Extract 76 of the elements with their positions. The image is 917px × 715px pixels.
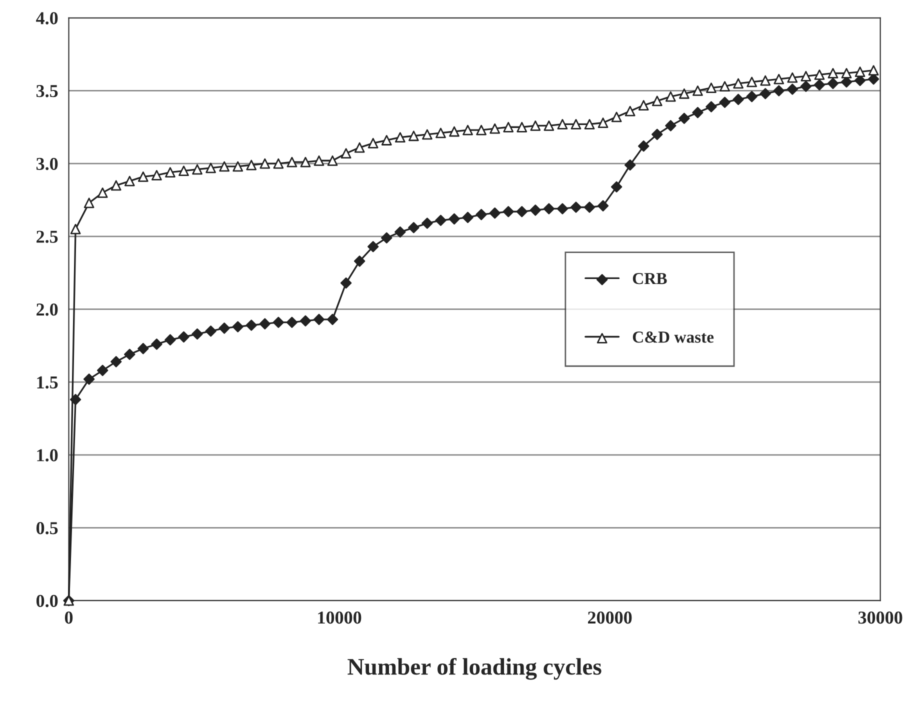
y-tick-label: 4.0 bbox=[36, 12, 58, 24]
point bbox=[624, 106, 636, 116]
point bbox=[476, 124, 487, 136]
y-tick-label: 3.0 bbox=[36, 158, 58, 170]
legend-label: C&D waste bbox=[632, 331, 714, 343]
point bbox=[124, 176, 135, 186]
point bbox=[206, 162, 216, 174]
point bbox=[354, 142, 365, 153]
y-tick-label: 3.5 bbox=[36, 85, 58, 98]
point bbox=[462, 124, 473, 136]
y-tick-label: 1.5 bbox=[37, 376, 58, 389]
point bbox=[746, 76, 758, 88]
point bbox=[706, 82, 716, 93]
point bbox=[422, 129, 432, 140]
x-tick-label: 10000 bbox=[318, 612, 362, 624]
point bbox=[584, 119, 595, 130]
point bbox=[260, 158, 270, 169]
point bbox=[246, 160, 257, 170]
point bbox=[800, 70, 812, 82]
point bbox=[97, 188, 108, 198]
point bbox=[314, 155, 324, 166]
point bbox=[273, 158, 284, 169]
point bbox=[436, 128, 446, 138]
point bbox=[300, 156, 311, 168]
point bbox=[110, 180, 122, 191]
point bbox=[774, 74, 784, 84]
point bbox=[152, 170, 162, 180]
point bbox=[854, 66, 866, 77]
legend-label: CRB bbox=[632, 272, 667, 284]
point bbox=[394, 132, 406, 143]
point bbox=[814, 69, 825, 80]
point bbox=[138, 171, 148, 182]
point bbox=[192, 164, 202, 175]
point bbox=[70, 224, 81, 234]
y-tick-label: 2.5 bbox=[36, 230, 58, 243]
point bbox=[178, 166, 189, 176]
point bbox=[340, 148, 352, 159]
point bbox=[449, 126, 460, 137]
point bbox=[232, 161, 244, 172]
point bbox=[516, 122, 528, 132]
point bbox=[286, 156, 298, 168]
point bbox=[665, 91, 676, 102]
point bbox=[787, 72, 798, 83]
y-tick-label: 0.0 bbox=[36, 594, 58, 608]
point bbox=[611, 112, 622, 122]
point bbox=[219, 161, 230, 172]
point bbox=[720, 81, 730, 92]
point bbox=[638, 100, 649, 110]
point bbox=[165, 167, 176, 178]
x-axis-title: Number of loading cycles bbox=[348, 658, 602, 680]
point bbox=[828, 68, 838, 78]
point bbox=[760, 75, 771, 86]
point bbox=[557, 119, 568, 130]
point bbox=[408, 130, 419, 142]
point bbox=[84, 198, 94, 208]
point bbox=[679, 88, 690, 99]
y-tick-label: 0.5 bbox=[36, 522, 58, 534]
x-tick-label: 30000 bbox=[858, 612, 902, 624]
point bbox=[530, 120, 541, 131]
point bbox=[692, 86, 703, 96]
point bbox=[841, 68, 852, 78]
point bbox=[368, 138, 378, 148]
point bbox=[327, 155, 338, 166]
point bbox=[503, 122, 514, 132]
x-tick-label: 20000 bbox=[588, 612, 632, 624]
x-tick-label: 0 bbox=[64, 612, 73, 624]
y-tick-label: 1.0 bbox=[37, 449, 58, 462]
point bbox=[598, 118, 608, 128]
point bbox=[381, 135, 392, 146]
point bbox=[544, 120, 554, 131]
y-tick-label: 2.0 bbox=[36, 303, 58, 316]
point bbox=[868, 65, 879, 76]
point bbox=[490, 123, 500, 134]
point bbox=[733, 78, 744, 89]
point bbox=[652, 96, 662, 106]
point bbox=[570, 119, 582, 130]
